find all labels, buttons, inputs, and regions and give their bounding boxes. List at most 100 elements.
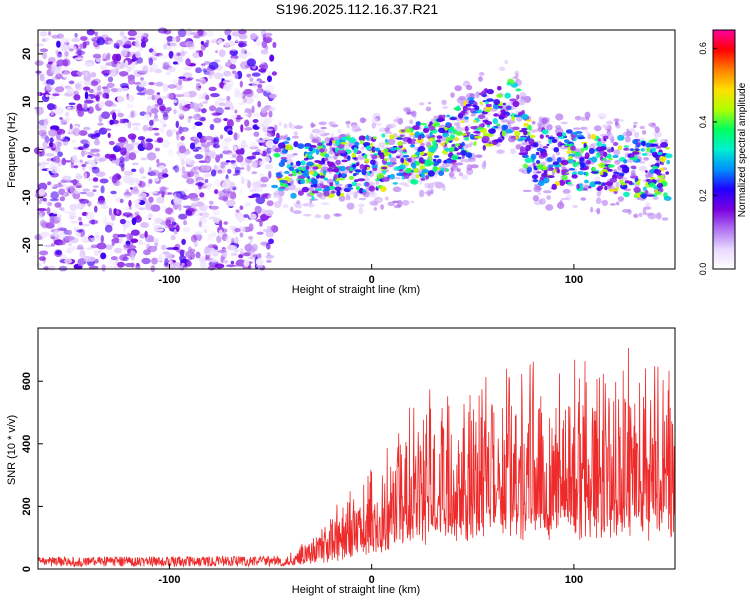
heatmap-cell: [181, 238, 186, 245]
heatmap-cell: [71, 156, 78, 164]
heatmap-cell: [244, 108, 253, 114]
heatmap-cell: [555, 113, 564, 121]
heatmap-cell: [50, 243, 55, 247]
heatmap-cell: [154, 132, 160, 136]
heatmap-cell: [296, 200, 301, 205]
heatmap-cell: [418, 102, 425, 106]
heatmap-cell: [295, 203, 303, 209]
heatmap-cell: [239, 248, 244, 253]
heatmap-cell: [127, 133, 137, 140]
heatmap-cell: [411, 157, 415, 162]
heatmap-cell: [185, 58, 191, 66]
heatmap-cell: [83, 86, 91, 91]
heatmap-cell: [223, 83, 232, 91]
heatmap-cell: [225, 160, 231, 163]
heatmap-cell: [208, 248, 216, 252]
heatmap-cell: [532, 142, 539, 148]
heatmap-cell: [188, 116, 193, 119]
heatmap-cell: [532, 195, 540, 202]
tick-label: -100: [158, 574, 180, 586]
heatmap-cell: [390, 147, 397, 152]
heatmap-cell: [159, 105, 167, 112]
heatmap-cell: [49, 198, 60, 202]
heatmap-cell: [372, 167, 378, 172]
heatmap-cell: [396, 137, 404, 140]
heatmap-cell: [155, 81, 164, 87]
heatmap-cell: [298, 170, 302, 175]
heatmap-cell: [138, 70, 148, 74]
heatmap-cell: [234, 132, 238, 141]
heatmap-cell: [446, 159, 452, 164]
heatmap-cell: [84, 99, 94, 104]
heatmap-cell: [96, 91, 103, 95]
heatmap-cell: [198, 93, 204, 100]
heatmap-cell: [356, 162, 360, 167]
heatmap-cell: [645, 142, 651, 148]
heatmap-cell: [498, 66, 506, 71]
heatmap-cell: [100, 66, 107, 71]
heatmap-cell: [55, 250, 62, 256]
heatmap-cell: [475, 154, 483, 158]
heatmap-cell: [632, 151, 640, 155]
heatmap-cell: [655, 212, 662, 220]
heatmap-cell: [192, 52, 201, 58]
heatmap-cell: [587, 133, 591, 140]
heatmap-cell: [446, 122, 450, 127]
heatmap-cell: [211, 231, 217, 238]
heatmap-cell: [478, 76, 483, 82]
heatmap-cell: [104, 100, 114, 107]
heatmap-cell: [239, 80, 243, 88]
heatmap-cell: [126, 232, 131, 241]
heatmap-cell: [174, 94, 185, 98]
heatmap-cell: [504, 59, 509, 65]
heatmap-cell: [563, 139, 570, 144]
heatmap-cell: [642, 130, 647, 135]
heatmap-cell: [79, 198, 89, 204]
heatmap-cell: [262, 228, 272, 233]
heatmap-cell: [100, 252, 107, 260]
heatmap-cell: [427, 101, 432, 105]
heatmap-cell: [256, 87, 264, 94]
heatmap-cell: [183, 219, 188, 226]
heatmap-cell: [39, 219, 46, 227]
heatmap-cell: [435, 139, 441, 143]
heatmap-cell: [515, 135, 519, 140]
heatmap-cell: [261, 107, 268, 114]
heatmap-cell: [433, 155, 440, 159]
heatmap-cell: [260, 213, 269, 221]
heatmap-cell: [75, 50, 86, 56]
heatmap-cell: [234, 249, 240, 253]
heatmap-cell: [251, 181, 260, 189]
heatmap-cell: [222, 80, 226, 84]
heatmap-cell: [146, 105, 152, 113]
heatmap-cell: [246, 164, 251, 172]
heatmap-cell: [148, 217, 152, 220]
heatmap-cell: [183, 128, 188, 132]
heatmap-cell: [44, 265, 49, 271]
heatmap-cell: [161, 244, 167, 251]
heatmap-cell: [137, 80, 148, 88]
heatmap-cell: [235, 209, 240, 213]
heatmap-cell: [643, 157, 649, 161]
heatmap-cell: [315, 148, 320, 155]
heatmap-cell: [111, 119, 119, 125]
heatmap-cell: [267, 194, 272, 199]
heatmap-cell: [50, 191, 59, 200]
heatmap-cell: [577, 171, 584, 175]
heatmap-cell: [246, 51, 253, 57]
heatmap-cell: [215, 50, 218, 53]
heatmap-cell: [272, 41, 277, 49]
heatmap-cell: [107, 132, 111, 138]
heatmap-cell: [561, 174, 568, 181]
heatmap-cell: [656, 173, 663, 176]
heatmap-cell: [504, 92, 511, 99]
heatmap-cell: [501, 124, 507, 131]
heatmap-cell: [656, 182, 664, 189]
heatmap-cell: [143, 113, 151, 119]
heatmap-cell: [338, 177, 346, 181]
heatmap-cell: [264, 163, 273, 170]
snr-series: [37, 347, 676, 568]
heatmap-cell: [232, 70, 237, 75]
heatmap-cell: [133, 200, 141, 203]
heatmap-cell: [208, 86, 217, 92]
